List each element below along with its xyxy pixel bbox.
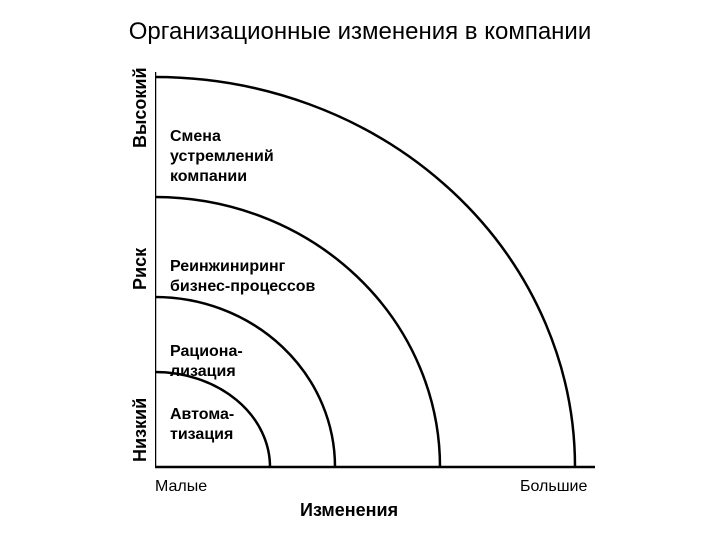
zone-label-4: Сменаустремленийкомпании bbox=[170, 127, 274, 187]
y-axis-label: Риск bbox=[130, 248, 151, 290]
zone-label-3: Реинжинирингбизнес-процессов bbox=[170, 257, 315, 297]
y-axis-low: Низкий bbox=[130, 398, 151, 462]
x-axis-label: Изменения bbox=[300, 500, 398, 521]
page-title: Организационные изменения в компании bbox=[0, 0, 720, 46]
y-axis-high: Высокий bbox=[130, 67, 151, 148]
zone-label-2: Рациона-лизация bbox=[170, 342, 243, 382]
chart-area: Автома-тизация Рациона-лизация Реинжинирин… bbox=[155, 72, 595, 482]
zone-label-1: Автома-тизация bbox=[170, 405, 234, 445]
